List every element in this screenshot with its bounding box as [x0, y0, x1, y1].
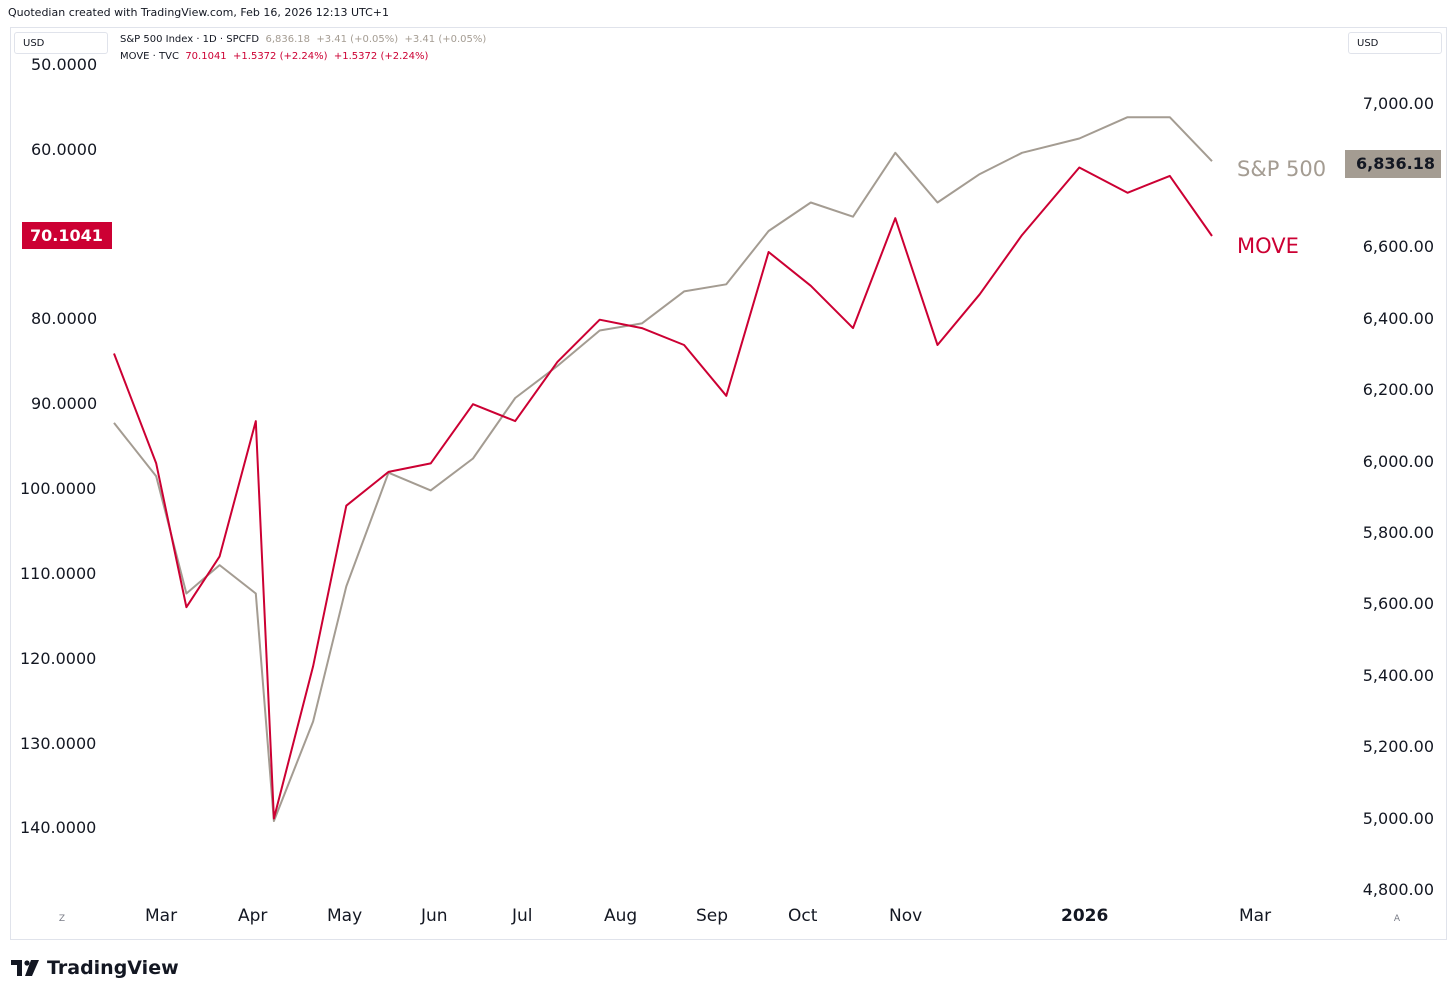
- move-last-value-tag: 70.1041: [22, 222, 112, 249]
- x-axis-label: Apr: [238, 906, 268, 926]
- x-axis-label: Oct: [788, 906, 818, 926]
- left-axis-label: 120.0000: [20, 649, 97, 668]
- x-axis-label: Mar: [145, 906, 178, 926]
- right-axis-label: 7,000.00: [1362, 94, 1434, 113]
- auto-scale-a-button[interactable]: A: [1393, 914, 1401, 924]
- right-axis-label: 5,400.00: [1362, 666, 1434, 685]
- x-axis-label: May: [327, 906, 363, 926]
- tradingview-logo-icon: [11, 960, 39, 976]
- x-axis-label: Jun: [421, 906, 448, 926]
- move-series-label: MOVE: [1237, 234, 1299, 258]
- x-axis-label: Aug: [604, 906, 638, 926]
- right-axis-label: 5,600.00: [1362, 594, 1434, 613]
- legend-spx-change2: +3.41 (+0.05%): [404, 34, 487, 45]
- legend-spx-name: S&P 500 Index · 1D · SPCFD: [120, 34, 260, 45]
- left-axis-label: 80.0000: [31, 309, 98, 328]
- left-axis-label: 60.0000: [31, 140, 98, 159]
- x-axis-label: Nov: [889, 906, 923, 926]
- left-axis-label: 100.0000: [20, 479, 97, 498]
- legend-spx-value: 6,836.18: [265, 34, 310, 45]
- x-axis-label: Jul: [512, 906, 533, 926]
- spx-series-label: S&P 500: [1237, 157, 1327, 181]
- auto-scale-z-button[interactable]: Z: [58, 914, 66, 924]
- right-axis-label: 5,800.00: [1362, 523, 1434, 542]
- legend-move-name: MOVE · TVC: [120, 51, 179, 62]
- left-axis-label: 50.0000: [31, 55, 98, 74]
- legend-move-change2: +1.5372 (+2.24%): [333, 51, 429, 62]
- x-axis-label: 2026: [1061, 906, 1109, 926]
- spx-last-value-tag: 6,836.18: [1345, 150, 1441, 178]
- x-axis-label: Mar: [1239, 906, 1272, 926]
- x-axis-label: Sep: [696, 906, 729, 926]
- left-axis-label: 130.0000: [20, 734, 97, 753]
- legend-move-change: +1.5372 (+2.24%): [233, 51, 328, 62]
- right-axis-label: 6,400.00: [1362, 309, 1434, 328]
- legend-move[interactable]: MOVE · TVC 70.1041 +1.5372 (+2.24%) +1.5…: [120, 51, 428, 62]
- attribution: Quotedian created with TradingView.com, …: [8, 6, 390, 19]
- legend-move-value: 70.1041: [185, 51, 227, 62]
- right-currency-box[interactable]: USD: [1348, 32, 1442, 54]
- legend-spx[interactable]: S&P 500 Index · 1D · SPCFD 6,836.18 +3.4…: [120, 34, 486, 45]
- right-axis-label: 5,000.00: [1362, 809, 1434, 828]
- right-axis-label: 4,800.00: [1362, 880, 1434, 899]
- left-axis-label: 90.0000: [31, 394, 98, 413]
- left-axis-label: 140.0000: [20, 818, 97, 837]
- tradingview-brand-text: TradingView: [47, 957, 179, 979]
- legend-spx-change: +3.41 (+0.05%): [316, 34, 399, 45]
- left-axis-label: 110.0000: [20, 564, 97, 583]
- left-currency-box[interactable]: USD: [14, 32, 108, 54]
- chart-frame: [10, 27, 1447, 940]
- right-axis-label: 6,200.00: [1362, 380, 1434, 399]
- right-axis-label: 5,200.00: [1362, 737, 1434, 756]
- tradingview-logo[interactable]: TradingView: [11, 957, 179, 979]
- right-axis-label: 6,600.00: [1362, 237, 1434, 256]
- right-axis-label: 6,000.00: [1362, 452, 1434, 471]
